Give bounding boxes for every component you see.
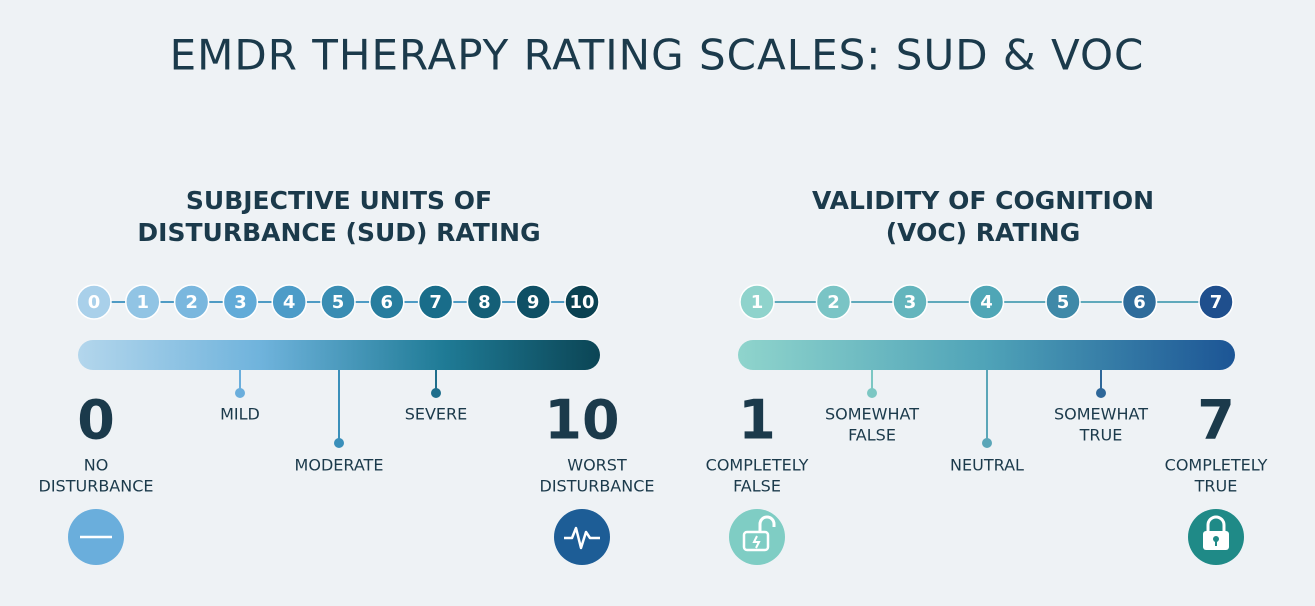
scale-title: (VOC) RATING: [886, 218, 1081, 247]
anchor-label: SOMEWHAT: [825, 405, 919, 424]
scale-point-label: 1: [137, 292, 150, 313]
icon-open-lock: [729, 509, 785, 565]
scale-point: [515, 284, 551, 320]
scale-point-label: 3: [904, 292, 917, 313]
scale-point-label: 2: [827, 292, 840, 313]
scale-point: [815, 284, 852, 320]
low-label: NO: [84, 456, 109, 475]
low-label: DISTURBANCE: [39, 477, 154, 496]
anchor-dot: [235, 388, 245, 398]
scale-point-label: 4: [283, 292, 296, 313]
anchor-label: NEUTRAL: [950, 456, 1024, 475]
scale-point-label: 7: [429, 292, 442, 313]
low-value: 1: [738, 389, 776, 452]
scale-point-label: 8: [478, 292, 491, 313]
scale-point-label: 9: [527, 292, 540, 313]
scale-point: [1121, 284, 1158, 320]
scale-point: [968, 284, 1005, 320]
icon-pulse: [554, 509, 610, 565]
scale-point-label: 2: [185, 292, 198, 313]
scale-point: [369, 284, 405, 320]
scale-point: [222, 284, 259, 320]
anchor-dot: [431, 388, 441, 398]
anchor-dot: [1096, 388, 1106, 398]
scale-point: [125, 284, 161, 320]
anchor-label: SEVERE: [405, 405, 468, 424]
anchor-dot: [334, 438, 344, 448]
scale-point-label: 5: [332, 292, 345, 313]
scale-point: [417, 284, 454, 320]
scale-title: SUBJECTIVE UNITS OF: [186, 186, 492, 215]
scale-point-label: 5: [1057, 292, 1070, 313]
scale-point-label: 0: [88, 292, 101, 313]
scale-title: DISTURBANCE (SUD) RATING: [137, 218, 540, 247]
high-label: COMPLETELY: [1165, 456, 1268, 475]
scale-point-label: 10: [569, 292, 594, 313]
gradient-bar: [738, 340, 1235, 370]
anchor-label: FALSE: [848, 426, 896, 445]
scale-point-label: 1: [751, 292, 764, 313]
low-label: COMPLETELY: [706, 456, 809, 475]
low-value: 0: [77, 389, 115, 452]
anchor-label: MILD: [220, 405, 260, 424]
high-value: 10: [544, 389, 619, 452]
scale-point: [892, 284, 928, 320]
scale-point: [320, 284, 356, 320]
scale-point: [173, 284, 210, 320]
high-label: WORST: [567, 456, 627, 475]
scale-point: [76, 284, 112, 320]
scale-point: [564, 284, 600, 320]
scale-point: [1198, 284, 1234, 320]
scale-point: [466, 284, 503, 320]
icon-none: [68, 509, 124, 565]
scale-point: [739, 284, 775, 320]
page-title: EMDR THERAPY RATING SCALES: SUD & VOC: [170, 31, 1145, 80]
icon-closed-lock: [1188, 509, 1244, 565]
gradient-bar: [78, 340, 600, 370]
scale-point-label: 7: [1210, 292, 1223, 313]
anchor-dot: [867, 388, 877, 398]
scale-point: [1045, 284, 1081, 320]
anchor-label: TRUE: [1079, 426, 1123, 445]
low-label: FALSE: [733, 477, 781, 496]
high-label: TRUE: [1194, 477, 1238, 496]
scale-title: VALIDITY OF COGNITION: [812, 186, 1154, 215]
scale-point: [271, 284, 307, 320]
scale-point-label: 3: [234, 292, 247, 313]
high-value: 7: [1197, 389, 1235, 452]
anchor-label: MODERATE: [295, 456, 384, 475]
anchor-label: SOMEWHAT: [1054, 405, 1148, 424]
anchor-dot: [982, 438, 992, 448]
scale-point-label: 4: [980, 292, 993, 313]
high-label: DISTURBANCE: [540, 477, 655, 496]
scale-point-label: 6: [381, 292, 394, 313]
scale-point-label: 6: [1133, 292, 1146, 313]
